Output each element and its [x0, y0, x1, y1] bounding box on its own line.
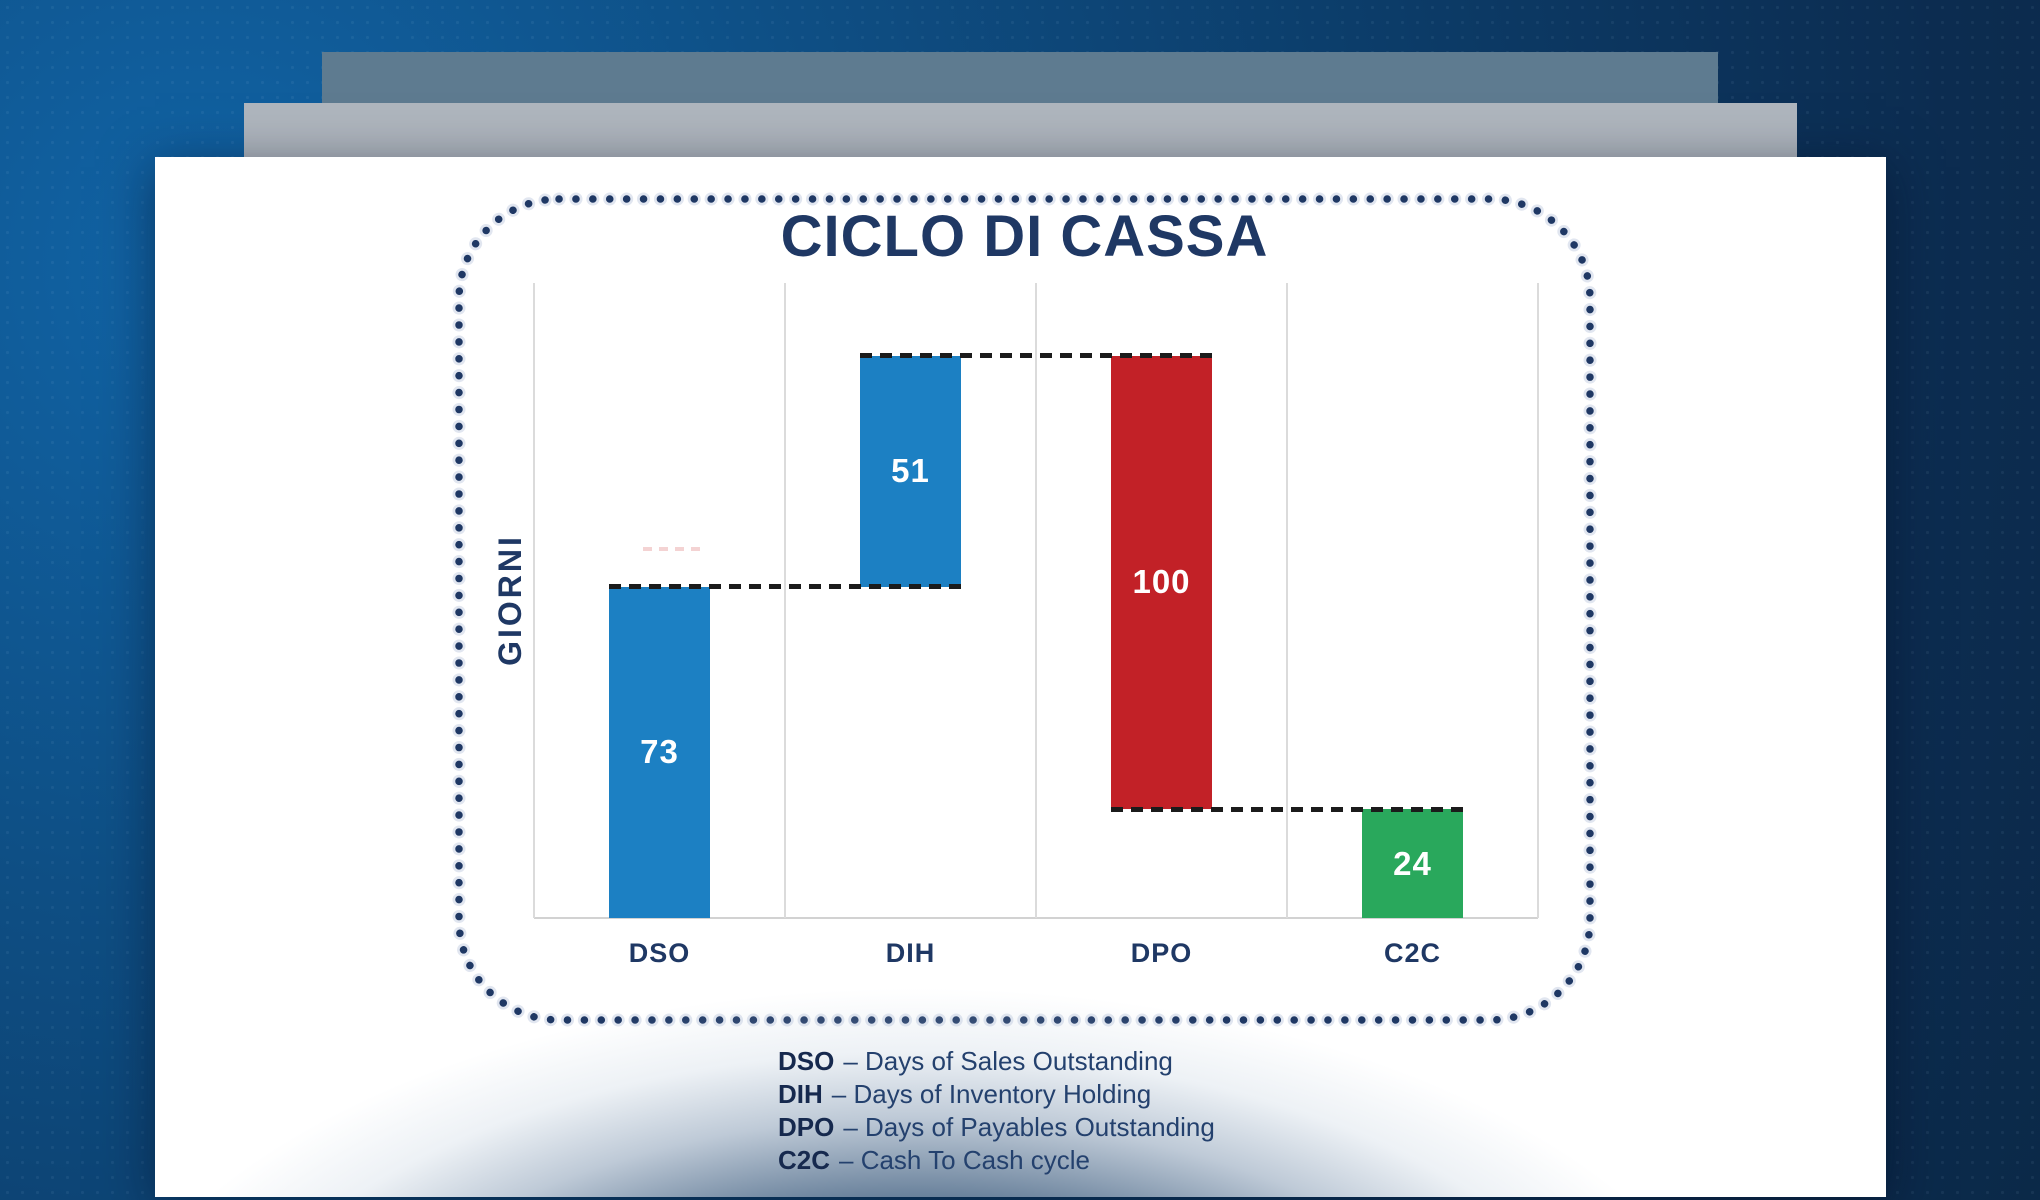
bar-c2c: 24 [1362, 809, 1463, 918]
gridline [1286, 283, 1288, 918]
gridline [784, 283, 786, 918]
bar-value-dpo: 100 [1132, 563, 1191, 601]
gridline [533, 283, 535, 918]
legend-text: – Days of Sales Outstanding [843, 1046, 1173, 1076]
bar-value-c2c: 24 [1393, 844, 1432, 882]
legend-text: – Days of Payables Outstanding [843, 1112, 1215, 1142]
stacked-page-bar-back [322, 52, 1718, 103]
x-label-dih: DIH [885, 938, 936, 968]
legend-abbr: DSO [778, 1046, 835, 1076]
bar-value-dih: 51 [891, 452, 930, 490]
waterfall-connector [1111, 806, 1463, 812]
legend-item-dso: DSO – Days of Sales Outstanding [778, 1045, 1215, 1078]
waterfall-connector [609, 584, 961, 590]
gridline [1537, 283, 1539, 918]
x-label-dpo: DPO [1130, 938, 1193, 968]
legend-abbr: DIH [778, 1079, 823, 1109]
x-label-c2c: C2C [1383, 938, 1441, 968]
legend-item-dih: DIH – Days of Inventory Holding [778, 1078, 1215, 1111]
ghost-dashed-artifact [643, 547, 707, 551]
y-axis-label: GIORNI [491, 534, 528, 666]
plot-area: 73 DSO 51 DIH 100 DPO 24 C2C [533, 283, 1539, 968]
legend-abbr: C2C [778, 1145, 831, 1175]
bar-dpo: 100 [1111, 355, 1212, 810]
slide-page: CICLO DI CASSA GIORNI 73 DSO 51 DIH 100 DPO 24… [155, 157, 1886, 1197]
legend-abbr: DPO [778, 1112, 835, 1142]
bar-value-dso: 73 [640, 733, 679, 771]
waterfall-connector [860, 353, 1212, 359]
bar-dso: 73 [609, 586, 710, 918]
legend-text: – Days of Inventory Holding [831, 1079, 1152, 1109]
stacked-page-bar-middle [244, 103, 1797, 157]
chart-title: CICLO DI CASSA [780, 204, 1269, 269]
legend-item-dpo: DPO – Days of Payables Outstanding [778, 1111, 1215, 1144]
chart-legend: DSO – Days of Sales Outstanding DIH – Days… [778, 1045, 1215, 1177]
gridline [1035, 283, 1037, 918]
legend-item-c2c: C2C – Cash To Cash cycle [778, 1144, 1215, 1177]
legend-text: – Cash To Cash cycle [839, 1145, 1090, 1175]
bar-dih: 51 [860, 355, 961, 587]
x-label-dso: DSO [628, 938, 691, 968]
